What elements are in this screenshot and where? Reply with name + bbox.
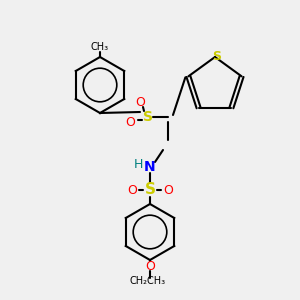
Text: O: O [163, 184, 173, 196]
Text: O: O [125, 116, 135, 128]
Text: O: O [145, 260, 155, 272]
Text: O: O [127, 184, 137, 196]
Text: O: O [135, 95, 145, 109]
Text: CH₂CH₃: CH₂CH₃ [130, 276, 166, 286]
Text: S: S [212, 50, 221, 62]
Text: CH₃: CH₃ [91, 42, 109, 52]
Text: H: H [133, 158, 143, 172]
Text: S: S [143, 110, 153, 124]
Text: N: N [144, 160, 156, 174]
Text: S: S [145, 182, 155, 197]
